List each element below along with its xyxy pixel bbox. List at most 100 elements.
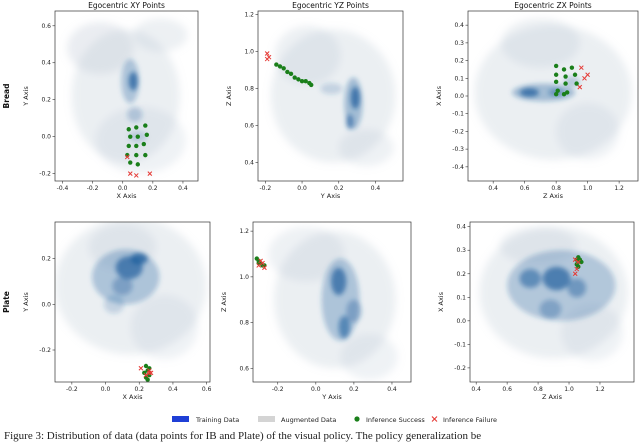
chart-title: Egocentric XY Points — [88, 1, 165, 10]
failure-point — [262, 265, 267, 271]
x-tick-label: 1.0 — [564, 386, 574, 393]
legend-marker-success — [354, 416, 360, 422]
y-tick-label: 1.2 — [244, 12, 254, 19]
success-point — [574, 81, 579, 86]
row-label-bread: Bread — [2, 84, 11, 109]
training-blob — [539, 299, 562, 319]
failure-point-stroke — [258, 258, 263, 264]
training-blob — [331, 267, 347, 296]
training-blob — [519, 269, 542, 288]
y-tick-label: 0.3 — [456, 247, 466, 254]
training-density — [92, 249, 160, 314]
training-blob — [346, 299, 362, 323]
y-tick-label: -0.2 — [454, 365, 466, 372]
training-blob — [320, 83, 343, 95]
success-point — [134, 152, 139, 158]
failure-point-stroke — [146, 368, 152, 373]
y-tick-label: -0.2 — [452, 128, 464, 135]
failure-point-stroke — [127, 171, 133, 176]
success-point — [553, 79, 559, 85]
x-tick-label: 0.8 — [551, 185, 561, 192]
chart-title: Egocentric ZX Points — [514, 1, 591, 10]
y-tick-label: -0.2 — [39, 347, 51, 354]
failure-point-stroke — [260, 260, 265, 266]
y-tick-label: 0.6 — [244, 123, 254, 130]
failure-point — [574, 266, 580, 272]
panel-plate-zx: 0.4 0.6 0.8 1.0 1.2 -0.2 -0.1 0.0 0.1 0.2 0.3 0.4 Z … — [437, 221, 635, 401]
augmented-blob — [340, 334, 398, 380]
axes-frame — [54, 221, 211, 383]
failure-point — [147, 171, 153, 176]
y-tick-label: 0.4 — [456, 224, 466, 231]
y-tick-label: 0.4 — [41, 60, 51, 67]
success-point — [134, 143, 139, 149]
legend-marker-failure — [431, 416, 438, 422]
x-tick-label: 1.0 — [583, 185, 593, 192]
failure-point — [133, 173, 139, 178]
y-tick-label: -0.1 — [452, 111, 464, 118]
panel-bread-zx: 0.4 0.6 0.8 1.0 1.2 -0.4 -0.3 -0.2 -0.1 0.0 0.1 0.2… — [435, 1, 639, 200]
y-tick-label: -0.2 — [39, 171, 51, 178]
x-tick-label: 0.2 — [349, 386, 359, 393]
failure-point — [260, 260, 265, 266]
failure-point-stroke — [147, 171, 153, 176]
training-density — [121, 59, 147, 143]
panel-bread-yz: -0.2 0.0 0.2 0.4 0.4 0.6 0.8 1.0 1.2 Y Axis Z Axis… — [225, 1, 404, 200]
panel-bread-xy: -0.4 -0.2 0.0 0.2 0.4 -0.2 0.0 0.2 0.4 0.6 X Axis Y… — [22, 1, 199, 200]
training-blob — [346, 114, 354, 130]
success-point — [143, 123, 148, 128]
y-tick-label: 1.0 — [244, 49, 254, 56]
augmented-density — [270, 25, 396, 167]
training-density — [507, 250, 616, 321]
success-point — [579, 259, 584, 265]
failure-point — [127, 171, 133, 176]
failure-point-stroke — [572, 271, 578, 277]
y-axis-label: Y Axis — [22, 292, 30, 313]
failure-point-stroke — [585, 72, 590, 78]
success-point — [126, 143, 131, 149]
plot-area — [253, 222, 411, 382]
legend-label-success: Inference Success — [366, 416, 425, 424]
y-tick-label: 1.2 — [239, 228, 249, 235]
failure-point — [264, 51, 270, 56]
success-point — [561, 92, 567, 97]
failure-point — [572, 271, 578, 277]
augmented-blob — [268, 226, 345, 282]
success-point — [288, 71, 294, 77]
panel-plate-yz: -0.2 0.0 0.2 0.4 0.6 0.8 1.0 1.2 Y Axis Z Axis — [220, 221, 412, 401]
y-axis-label: X Axis — [437, 291, 445, 312]
training-density — [321, 258, 362, 341]
x-axis-label: X Axis — [116, 192, 137, 200]
failure-point — [585, 72, 590, 78]
x-tick-label: 0.2 — [334, 185, 344, 192]
success-point — [296, 77, 301, 82]
axes-frame — [252, 221, 412, 383]
failure-point-stroke — [578, 65, 584, 71]
failure-point-stroke — [143, 372, 149, 378]
x-tick-label: 1.2 — [595, 386, 605, 393]
success-point — [143, 363, 149, 369]
success-point — [277, 64, 283, 69]
augmented-blob — [501, 18, 580, 68]
success-point — [144, 132, 150, 138]
success-point — [563, 81, 568, 86]
training-blob — [350, 86, 360, 109]
x-axis-label: Y Axis — [321, 393, 342, 401]
y-tick-label: 0.8 — [239, 320, 249, 327]
success-point — [299, 79, 305, 84]
failure-point-stroke — [133, 173, 139, 178]
x-tick-label: 0.8 — [533, 386, 543, 393]
y-axis-label: Z Axis — [220, 291, 228, 312]
x-tick-label: 0.2 — [134, 386, 144, 393]
x-tick-label: -0.2 — [272, 386, 284, 393]
success-point — [126, 127, 131, 132]
failure-point — [575, 259, 581, 265]
training-density — [320, 77, 363, 130]
success-point — [555, 88, 560, 93]
axes-frame — [469, 221, 635, 383]
augmented-blob — [67, 22, 134, 74]
y-tick-label: 0.2 — [454, 58, 464, 65]
y-tick-label: 0.4 — [244, 160, 254, 167]
legend-swatch-augmented — [258, 416, 275, 422]
